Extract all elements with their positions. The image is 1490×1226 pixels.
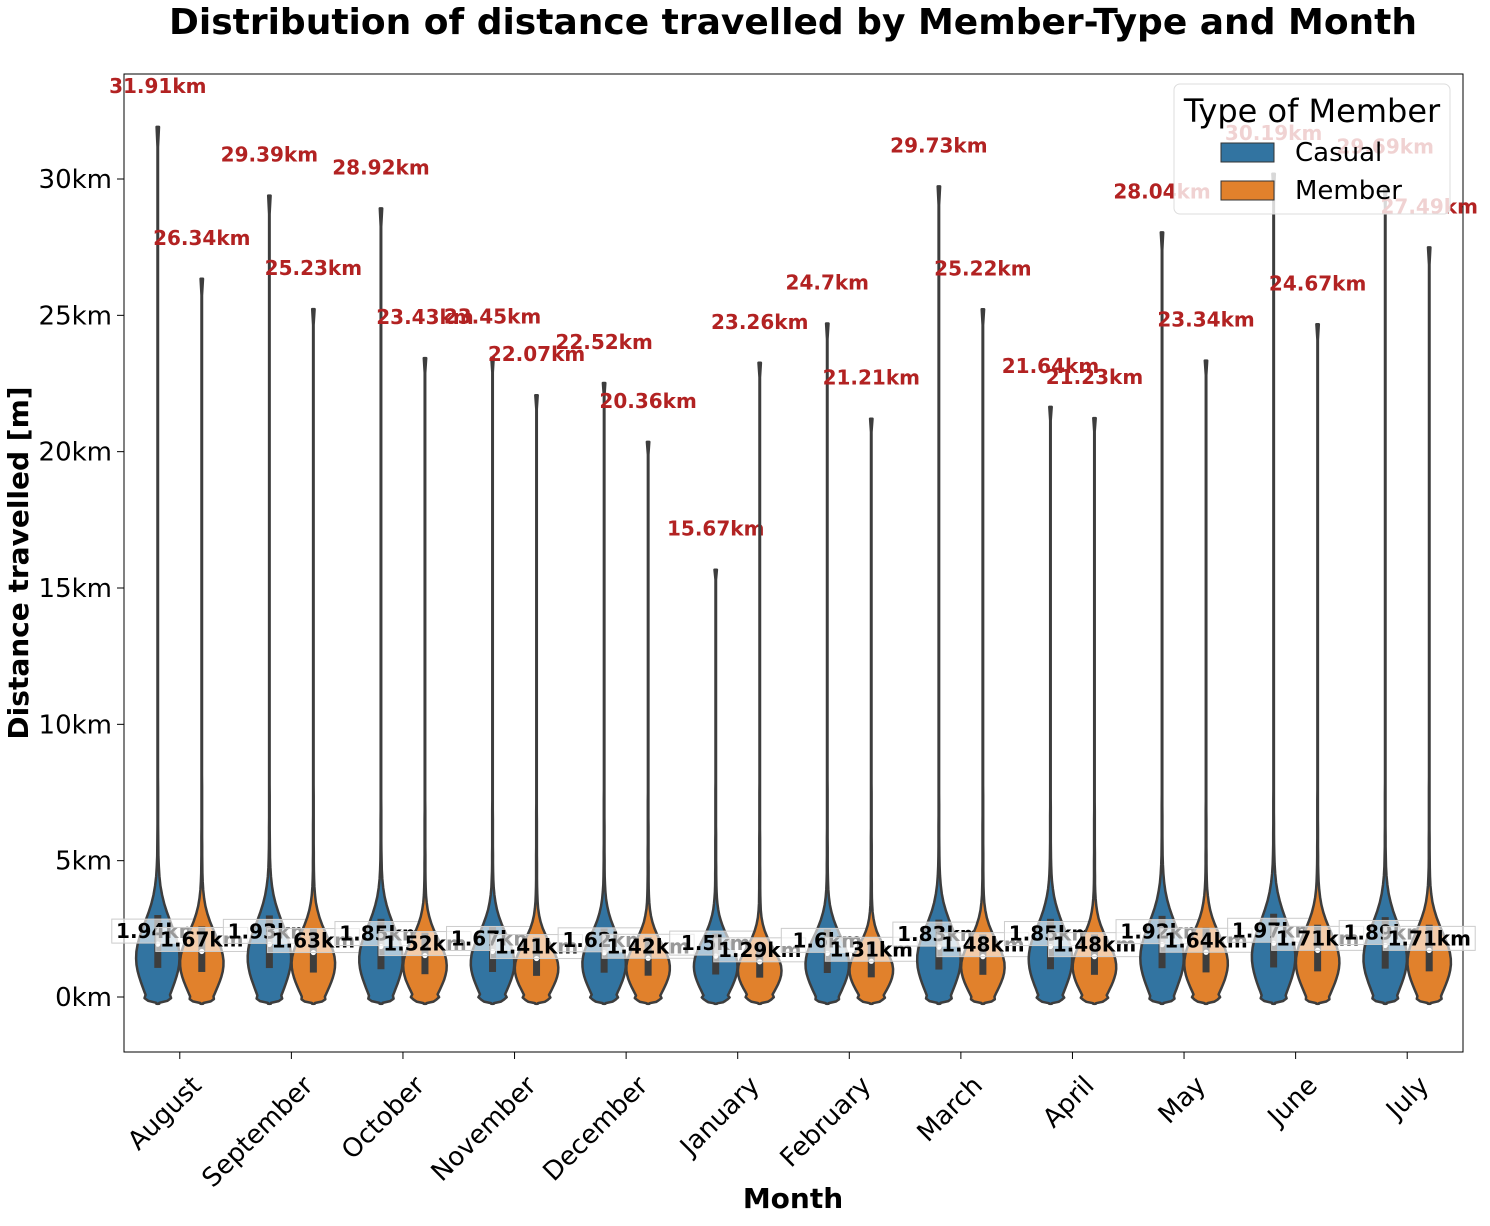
y-axis-label: Distance travelled [m] bbox=[2, 386, 35, 739]
max-label: 23.34km bbox=[1157, 308, 1254, 332]
max-label: 28.92km bbox=[332, 155, 429, 179]
x-tick-label: April bbox=[1037, 1071, 1100, 1134]
violin-member bbox=[290, 307, 337, 1006]
median-label-text: 1.71km bbox=[1387, 926, 1471, 950]
violin-member bbox=[848, 417, 895, 1006]
max-label: 21.64km bbox=[1002, 354, 1099, 378]
max-label: 22.52km bbox=[555, 330, 652, 354]
x-tick-label: March bbox=[912, 1071, 989, 1148]
violin-casual bbox=[1362, 186, 1409, 1006]
max-label: 25.23km bbox=[265, 256, 362, 280]
max-label: 25.22km bbox=[934, 256, 1031, 280]
violin-casual bbox=[915, 185, 962, 1006]
y-tick-label: 30km bbox=[39, 165, 112, 195]
median-label-box bbox=[1382, 925, 1476, 951]
x-tick-label: November bbox=[426, 1071, 543, 1188]
violin-casual bbox=[246, 194, 293, 1006]
x-tick-label: October bbox=[336, 1071, 431, 1166]
legend-label-casual: Casual bbox=[1295, 138, 1382, 168]
violin-member bbox=[1071, 416, 1118, 1006]
legend: Type of Member Casual Member bbox=[1173, 83, 1451, 215]
violin-member bbox=[1294, 323, 1341, 1006]
violin-casual bbox=[804, 322, 851, 1006]
x-tick-label: December bbox=[538, 1071, 655, 1188]
max-label: 24.67km bbox=[1269, 271, 1366, 295]
legend-swatch-casual bbox=[1220, 142, 1275, 163]
violin-member bbox=[625, 440, 672, 1006]
max-label: 23.43km bbox=[376, 305, 473, 329]
max-label: 29.39km bbox=[221, 143, 318, 167]
max-label: 26.34km bbox=[153, 226, 250, 250]
y-tick-label: 15km bbox=[39, 574, 112, 604]
violin-member bbox=[1406, 246, 1453, 1006]
max-label: 15.67km bbox=[667, 517, 764, 541]
legend-title: Type of Member bbox=[1183, 92, 1441, 130]
max-label: 23.26km bbox=[711, 310, 808, 334]
max-label: 31.91km bbox=[109, 74, 206, 98]
violin-member bbox=[736, 361, 783, 1006]
violin-member bbox=[513, 393, 560, 1006]
plot-frame bbox=[123, 73, 1464, 1053]
y-tick-label: 20km bbox=[39, 438, 112, 468]
max-label: 22.07km bbox=[488, 342, 585, 366]
x-tick-label: May bbox=[1153, 1071, 1212, 1130]
legend-label-member: Member bbox=[1295, 176, 1402, 206]
median-label: 1.71km bbox=[1382, 925, 1476, 951]
legend-swatch-member bbox=[1220, 180, 1275, 201]
violin-member bbox=[1183, 359, 1230, 1006]
y-tick-label: 0km bbox=[55, 983, 112, 1013]
max-label: 24.7km bbox=[786, 271, 870, 295]
violin-casual bbox=[469, 356, 516, 1006]
violin-member bbox=[401, 356, 448, 1006]
violin-casual bbox=[134, 125, 181, 1006]
violin-casual bbox=[1250, 172, 1297, 1006]
max-label: 23.45km bbox=[444, 305, 541, 329]
max-label: 20.36km bbox=[599, 389, 696, 413]
x-tick-label: August bbox=[122, 1071, 208, 1157]
x-tick-label: September bbox=[197, 1071, 320, 1194]
y-tick-label: 10km bbox=[39, 710, 112, 740]
y-tick-label: 5km bbox=[55, 847, 112, 877]
x-tick-label: January bbox=[673, 1071, 765, 1163]
chart-title: Distribution of distance travelled by Me… bbox=[169, 2, 1417, 43]
violin-casual bbox=[581, 381, 628, 1006]
x-axis-label: Month bbox=[743, 1182, 843, 1215]
violin-member bbox=[178, 277, 225, 1006]
max-label: 21.21km bbox=[823, 366, 920, 390]
x-tick-label: June bbox=[1261, 1071, 1324, 1134]
violin-casual bbox=[358, 207, 404, 1006]
x-tick-label: February bbox=[775, 1071, 878, 1174]
max-label: 21.23km bbox=[1046, 365, 1143, 389]
y-tick-label: 25km bbox=[39, 301, 112, 331]
max-label: 29.73km bbox=[890, 133, 987, 157]
x-tick-label: July bbox=[1379, 1071, 1435, 1127]
violin-casual bbox=[1027, 405, 1074, 1006]
violin-member bbox=[959, 308, 1006, 1006]
violin-casual bbox=[1139, 231, 1186, 1006]
